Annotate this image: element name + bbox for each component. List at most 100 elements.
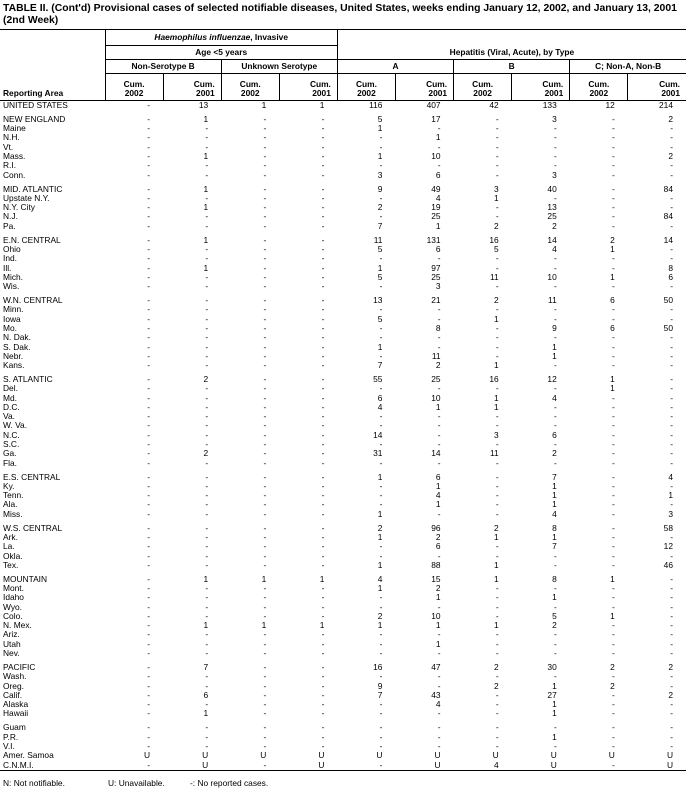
value-cell: - [670,392,673,403]
value-cell: 1 [610,573,615,584]
value-cell: - [612,731,615,742]
value-cell: - [263,322,267,333]
value-cell: 1 [203,234,209,245]
value-cell: - [612,439,615,450]
value-cell: - [321,420,325,431]
value-cell: - [263,392,267,403]
value-cell: - [553,722,557,733]
value-cell: 5 [493,243,499,254]
value-cell: 407 [426,100,441,110]
reporting-area-cell: N.J. [3,211,18,222]
value-cell: - [670,350,673,361]
value-cell: - [205,508,209,519]
value-cell: - [553,262,557,273]
footnote-dash: -: No reported cases. [190,778,269,788]
value-cell: - [263,689,267,700]
value-cell: 1 [552,341,557,352]
value-cell: - [437,601,441,612]
value-cell: - [437,722,441,733]
value-cell: - [321,220,325,231]
value-cell: - [670,620,673,631]
value-cell: 1 [435,401,441,412]
value-cell: - [495,281,499,292]
value-cell: - [263,541,267,552]
value-cell: 11 [431,350,441,361]
value-cell: - [321,629,325,640]
value-cell: - [670,740,673,751]
value-cell: - [553,281,557,292]
value-cell: 16 [489,234,499,245]
value-cell: - [263,281,267,292]
value-cell: - [612,392,615,403]
value-cell: 4 [377,401,383,412]
value-cell: - [205,471,209,482]
value-cell: - [670,160,673,171]
value-cell: - [670,573,673,584]
value-cell: - [263,113,267,124]
value-cell: - [670,480,673,491]
reporting-area-cell: D.C. [3,401,20,412]
value-cell: - [379,132,383,143]
value-cell: - [321,480,325,491]
value-cell: - [670,192,673,203]
reporting-area-cell: N.Y. City [3,202,35,213]
hflu-name: Haemophilus influenzae [154,32,251,42]
value-cell: - [147,610,151,621]
table-row: Wis. - - - - - 3 - - - - [0,281,686,292]
value-cell: - [379,439,383,450]
value-cell: - [205,420,209,431]
value-cell: - [495,439,499,450]
value-cell: - [495,253,499,264]
value-cell: 214 [659,100,673,110]
value-cell: U [492,750,499,761]
hflu-header: Haemophilus influenzae, Invasive [104,29,338,46]
value-cell: - [147,601,151,612]
value-cell: - [147,439,151,450]
value-cell: 7 [377,689,383,700]
value-cell: - [495,499,499,510]
value-cell: - [321,457,325,468]
value-cell: - [205,541,209,552]
value-cell: 4 [552,508,557,519]
value-cell: 11 [548,295,557,306]
value-cell: 1 [203,183,209,194]
value-cell: - [495,341,499,352]
value-cell: 50 [663,295,673,306]
value-cell: - [205,457,209,468]
value-cell: - [379,601,383,612]
value-cell: - [263,332,267,343]
table-row: W. Va. - - - - - - - - - - [0,420,686,431]
table-row: Idaho - - - - - 1 - 1 - - [0,592,686,602]
value-cell: - [263,531,267,542]
value-cell: - [147,100,151,110]
subgroup-hep-a: A [336,59,454,74]
value-cell: - [263,550,267,561]
reporting-area-cell: NEW ENGLAND [3,113,66,124]
value-cell: - [612,332,615,343]
reporting-area-cell: C.N.M.I. [0,760,105,771]
value-cell: - [495,332,499,343]
value-cell: - [670,202,673,213]
value-cell: - [321,531,325,542]
reporting-area-cell: Mass. [3,151,26,162]
value-cell: - [495,610,499,621]
value-cell: - [321,160,325,171]
value-cell: - [569,760,628,771]
value-cell: - [147,211,151,222]
value-cell: 9 [552,322,557,333]
value-cell: - [379,629,383,640]
value-cell: - [670,132,673,143]
table-row: Conn. - - - - 3 6 - 3 - - [0,170,686,180]
value-cell: - [437,680,441,691]
value-cell: - [147,689,151,700]
reporting-area-cell: N.C. [3,429,20,440]
value-cell: - [495,583,499,593]
reporting-area-cell: Hawaii [3,708,29,719]
table-row: Del. - - - - - - - - 1 - [0,383,686,393]
value-cell: - [205,220,209,231]
value-cell: 6 [610,295,615,306]
table-row: Wyo. - - - - - - - - - - [0,601,686,612]
value-cell: - [612,648,615,659]
value-cell: - [612,583,615,593]
value-cell: 6 [435,471,441,482]
